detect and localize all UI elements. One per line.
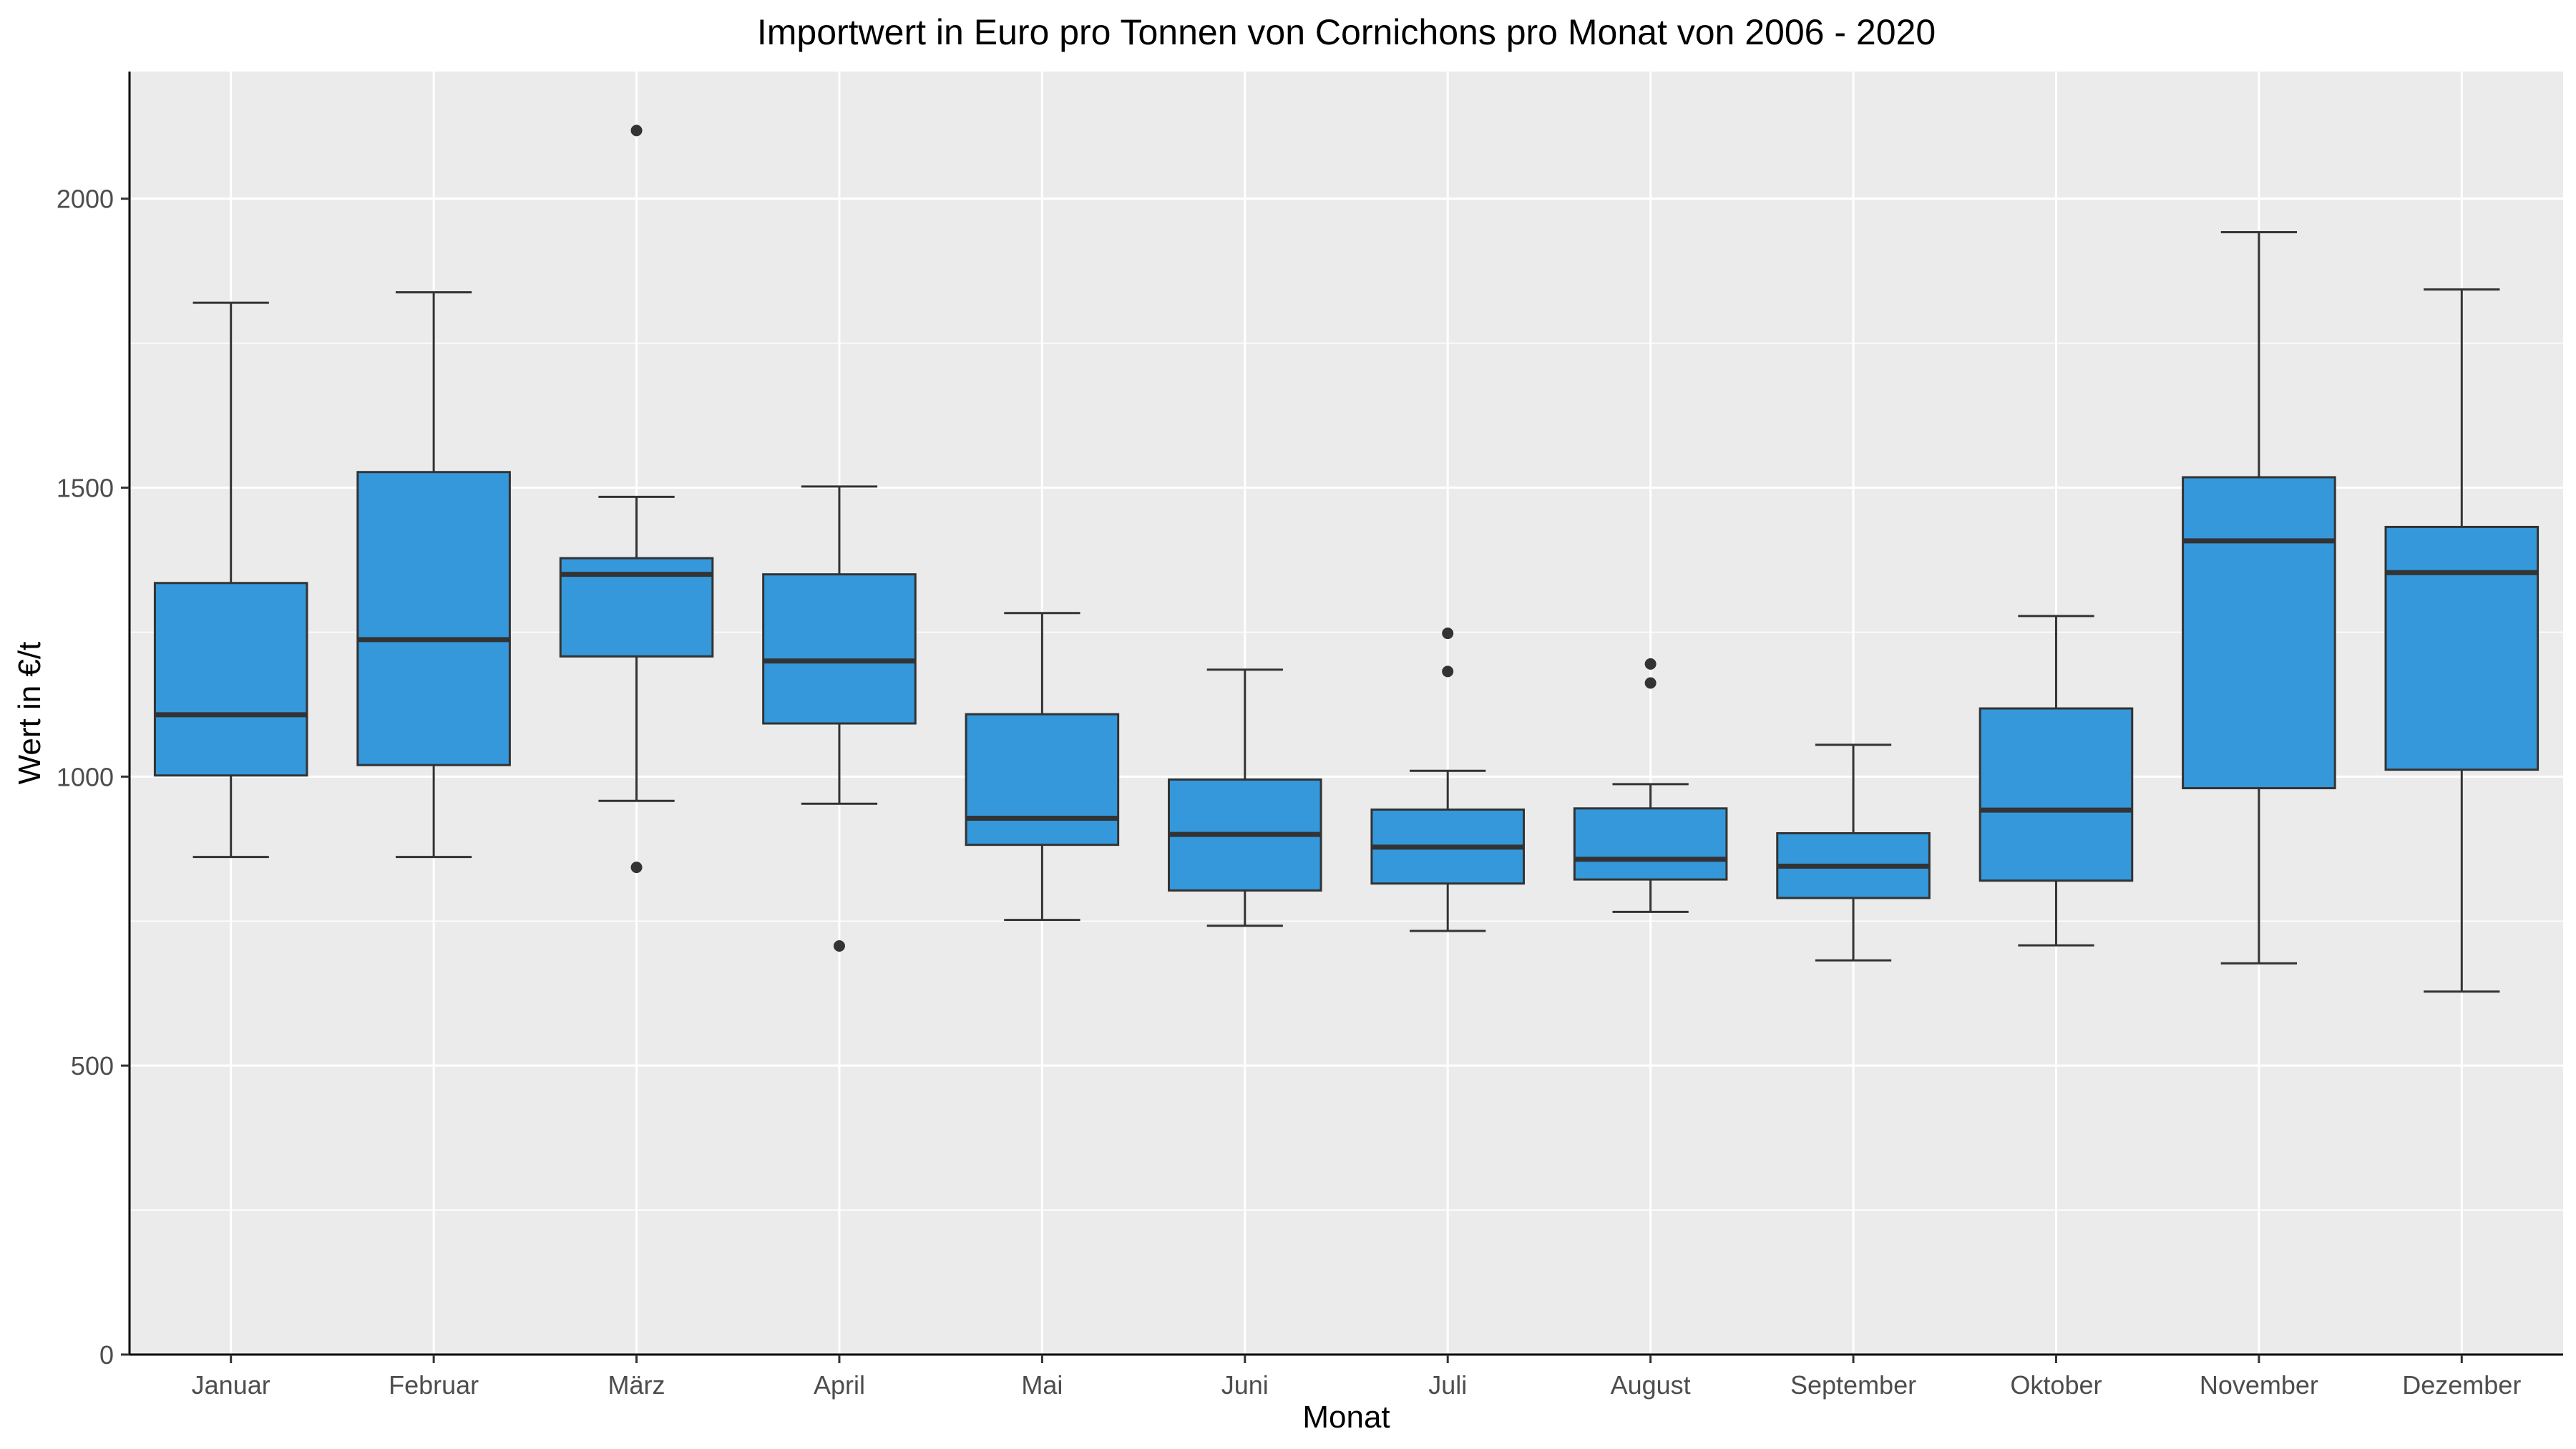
x-tick-label: Mai xyxy=(1021,1370,1063,1400)
y-tick-label: 2000 xyxy=(57,185,114,214)
box-dezember xyxy=(2384,288,2540,993)
box-november xyxy=(2182,231,2336,965)
y-tick-label: 500 xyxy=(71,1051,114,1080)
box-iqr xyxy=(1979,707,2134,882)
x-tick-label: März xyxy=(608,1370,665,1400)
y-axis-label: Wert in €/t xyxy=(12,642,47,785)
axes: 0 500 1000 1500 2000 Januar Februar März April Ma… xyxy=(57,72,2563,1400)
y-tick-label: 1500 xyxy=(57,474,114,503)
box-juni xyxy=(1168,668,1322,927)
x-tick-label: November xyxy=(2200,1370,2318,1400)
x-tick-label: Juli xyxy=(1428,1370,1467,1400)
box-august xyxy=(1573,658,1728,913)
box-februar xyxy=(356,291,511,859)
x-tick-label: Januar xyxy=(192,1370,270,1400)
box-oktober xyxy=(1979,615,2134,947)
box-april xyxy=(762,485,917,952)
x-tick-label: Dezember xyxy=(2402,1370,2521,1400)
outlier-point xyxy=(1644,677,1657,689)
box-iqr xyxy=(965,713,1120,847)
x-tick-label: Oktober xyxy=(2010,1370,2102,1400)
x-tick-label: Juni xyxy=(1221,1370,1269,1400)
box-iqr xyxy=(1573,807,1728,881)
box-september xyxy=(1776,743,1931,962)
chart-title: Importwert in Euro pro Tonnen von Cornic… xyxy=(757,12,1936,52)
box-juli xyxy=(1370,628,1525,932)
plot-panel xyxy=(130,72,2563,1355)
y-tick-label: 0 xyxy=(99,1340,114,1370)
box-mai xyxy=(965,612,1120,922)
outlier-point xyxy=(630,125,643,137)
outlier-point xyxy=(630,862,643,874)
box-iqr xyxy=(153,582,308,777)
outlier-point xyxy=(1442,665,1454,678)
box-märz xyxy=(559,125,714,874)
boxes-layer xyxy=(153,125,2540,993)
x-tick-label: August xyxy=(1611,1370,1691,1400)
x-tick-label: April xyxy=(814,1370,865,1400)
box-januar xyxy=(153,301,308,859)
x-axis-label: Monat xyxy=(1302,1400,1390,1435)
box-iqr xyxy=(762,573,917,725)
box-iqr xyxy=(356,471,511,766)
outlier-point xyxy=(1644,658,1657,670)
box-iqr xyxy=(2182,476,2336,789)
box-iqr xyxy=(2384,525,2540,771)
outlier-point xyxy=(1442,628,1454,640)
outlier-point xyxy=(833,940,845,952)
x-tick-label: Februar xyxy=(389,1370,479,1400)
y-tick-label: 1000 xyxy=(57,762,114,791)
x-tick-label: September xyxy=(1790,1370,1916,1400)
